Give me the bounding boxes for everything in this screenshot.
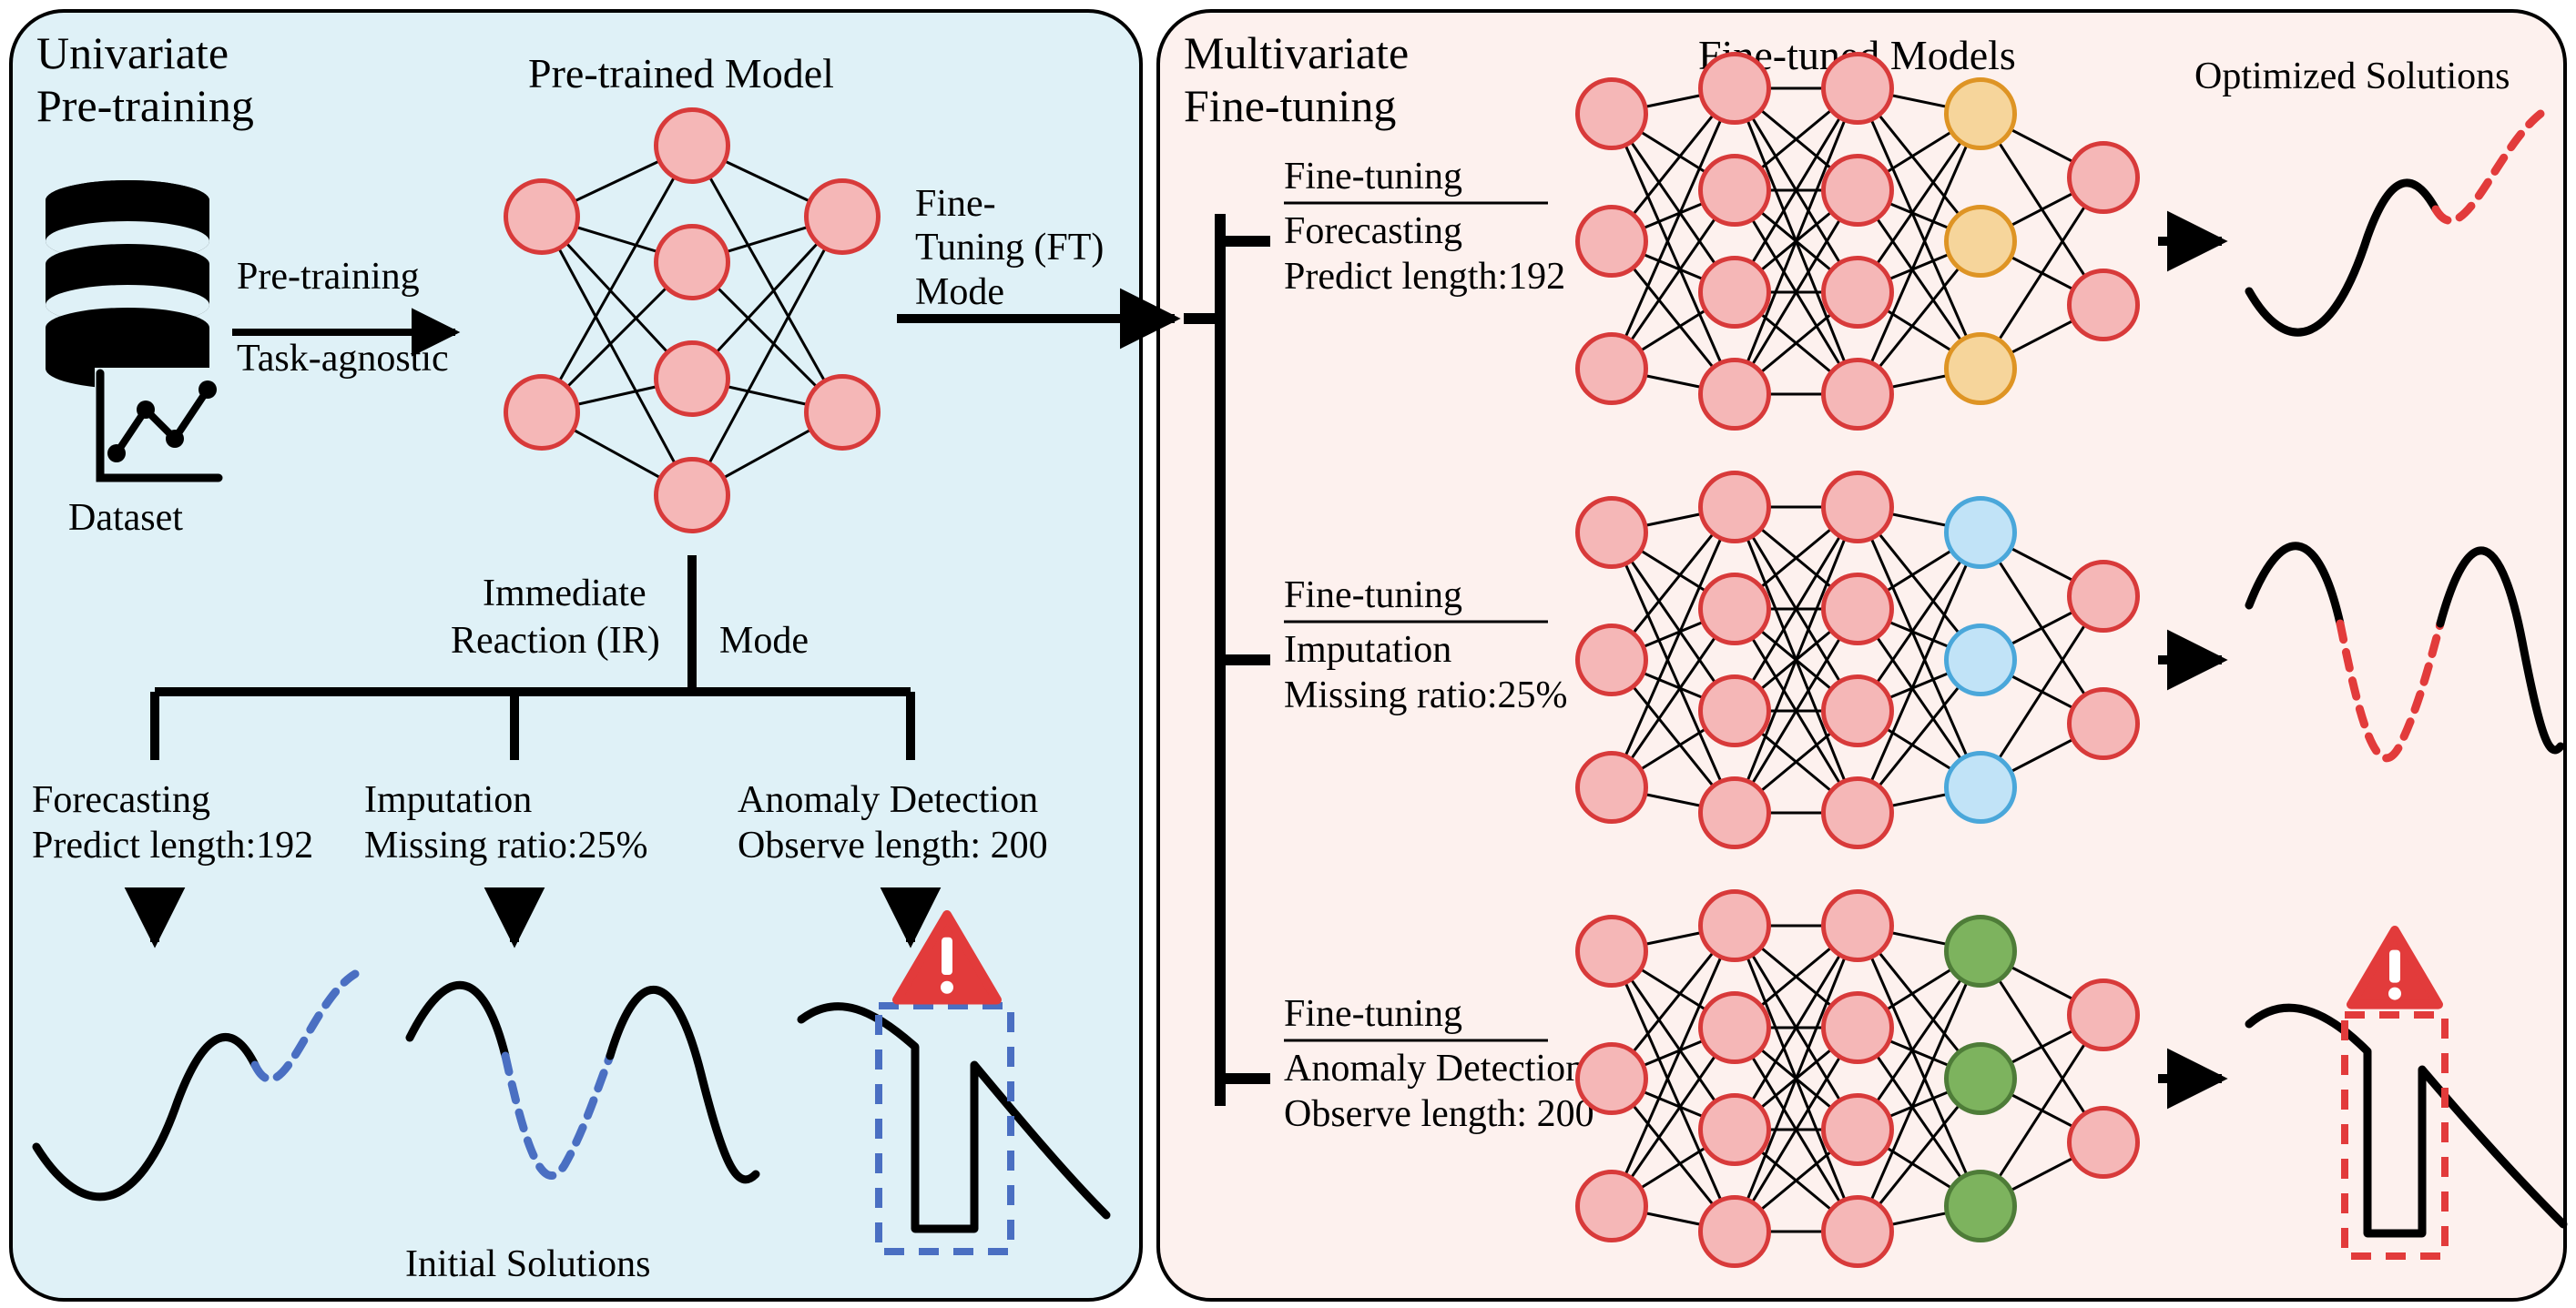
right-nn-1-node — [2067, 687, 2140, 760]
right-nn-0-node — [1944, 332, 2017, 405]
right-nn-1-node — [1821, 573, 1894, 645]
right-nn-1-node — [1698, 471, 1771, 543]
right-nn-0-node — [1698, 358, 1771, 431]
pretrained-nn-node — [504, 374, 580, 451]
right-nn-2-node — [1575, 915, 1648, 988]
right-nn-2-node — [1944, 915, 2017, 988]
right-nn-1-node — [1698, 674, 1771, 747]
right-task-val-2: Observe length: 200 — [1284, 1092, 1594, 1136]
pretrained-nn-node — [654, 457, 730, 533]
observe-len-label: Observe length: 200 — [738, 824, 1048, 867]
right-nn-2-node — [1821, 889, 1894, 962]
initial-solutions-label: Initial Solutions — [405, 1242, 651, 1286]
right-nn-0-node — [1575, 205, 1648, 278]
pretrained-model-label: Pre-trained Model — [528, 50, 834, 98]
right-nn-1-node — [1698, 776, 1771, 849]
right-ft-label-2: Fine-tuning — [1284, 992, 1462, 1036]
task-agnostic-label: Task-agnostic — [237, 337, 449, 380]
right-nn-1-node — [1575, 496, 1648, 569]
optimized-solutions-label: Optimized Solutions — [2194, 55, 2510, 98]
right-nn-0-node — [1821, 154, 1894, 227]
right-nn-0-node — [1575, 77, 1648, 150]
right-nn-2-node — [1944, 1042, 2017, 1115]
imputation-label: Imputation — [364, 778, 532, 822]
pretraining-label: Pre-training — [237, 255, 420, 299]
diagram-stage: Univariate Pre-training Multivariate Fine… — [0, 0, 2576, 1308]
pretrained-nn-node — [804, 374, 881, 451]
right-nn-2-node — [1575, 1042, 1648, 1115]
right-nn-2-node — [1944, 1170, 2017, 1242]
right-nn-1-node — [1575, 624, 1648, 696]
right-nn-0-node — [1698, 154, 1771, 227]
right-nn-2-node — [1698, 889, 1771, 962]
right-nn-0-node — [1698, 52, 1771, 125]
right-nn-2-node — [1821, 991, 1894, 1064]
ir-mode-l1: Immediate — [483, 572, 647, 615]
predict-len-label: Predict length:192 — [32, 824, 313, 867]
right-nn-2-node — [2067, 1106, 2140, 1179]
pretrained-nn-node — [804, 178, 881, 255]
right-ft-label-0: Fine-tuning — [1284, 155, 1462, 198]
right-nn-0-node — [2067, 141, 2140, 214]
right-task-val-0: Predict length:192 — [1284, 255, 1565, 299]
right-nn-1-node — [1821, 471, 1894, 543]
right-nn-0-node — [1698, 256, 1771, 329]
ir-mode-l2a: Reaction (IR) — [451, 619, 660, 663]
right-nn-0-node — [2067, 269, 2140, 341]
right-nn-2-node — [2067, 978, 2140, 1051]
right-nn-2-node — [1698, 1195, 1771, 1268]
right-nn-2-node — [1575, 1170, 1648, 1242]
right-nn-2-node — [1821, 1195, 1894, 1268]
left-title: Univariate Pre-training — [36, 27, 254, 132]
pretrained-nn-node — [504, 178, 580, 255]
right-nn-1-node — [1575, 751, 1648, 824]
right-ft-label-1: Fine-tuning — [1284, 573, 1462, 617]
right-nn-1-node — [1821, 776, 1894, 849]
right-nn-1-node — [1821, 674, 1894, 747]
right-nn-1-node — [2067, 560, 2140, 633]
right-nn-0-node — [1944, 77, 2017, 150]
dataset-label: Dataset — [68, 496, 183, 540]
right-title: Multivariate Fine-tuning — [1184, 27, 1409, 132]
right-nn-2-node — [1698, 1093, 1771, 1166]
right-nn-1-node — [1944, 751, 2017, 824]
missing-ratio-label: Missing ratio:25% — [364, 824, 648, 867]
right-nn-0-node — [1821, 256, 1894, 329]
pretrained-nn-node — [654, 107, 730, 184]
ir-mode-l2b: Mode — [719, 619, 809, 663]
right-nn-0-node — [1575, 332, 1648, 405]
pretrained-nn-node — [654, 340, 730, 417]
right-nn-0-node — [1821, 52, 1894, 125]
right-nn-2-node — [1698, 991, 1771, 1064]
pretrained-nn-node — [654, 224, 730, 300]
right-nn-0-node — [1821, 358, 1894, 431]
right-task-2: Anomaly Detection — [1284, 1047, 1584, 1090]
anomaly-label: Anomaly Detection — [738, 778, 1038, 822]
ft-mode-label: Fine- Tuning (FT) Mode — [915, 182, 1104, 314]
right-nn-0-node — [1944, 205, 2017, 278]
right-nn-1-node — [1944, 624, 2017, 696]
right-task-0: Forecasting — [1284, 209, 1462, 253]
right-nn-2-node — [1821, 1093, 1894, 1166]
right-nn-1-node — [1698, 573, 1771, 645]
right-nn-1-node — [1944, 496, 2017, 569]
right-task-val-1: Missing ratio:25% — [1284, 674, 1568, 717]
right-task-1: Imputation — [1284, 628, 1451, 672]
forecasting-label: Forecasting — [32, 778, 210, 822]
